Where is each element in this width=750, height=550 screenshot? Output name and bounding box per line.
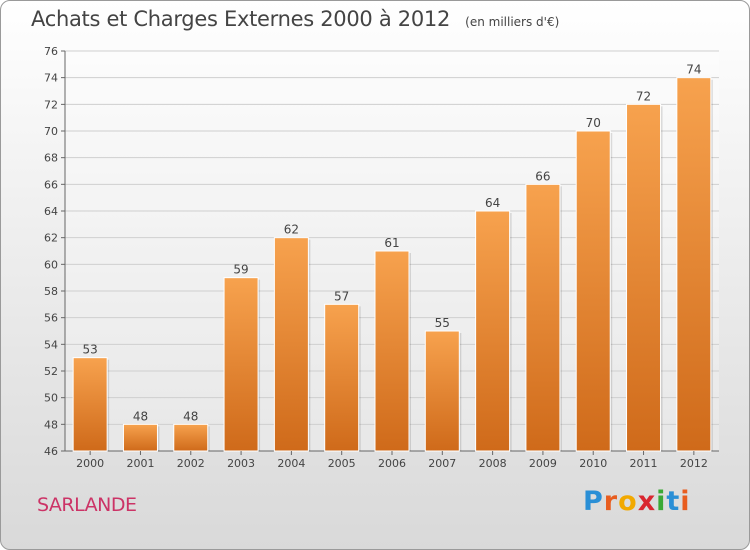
- x-tick-label: 2001: [126, 457, 154, 470]
- bar: [324, 303, 360, 452]
- bar: [626, 103, 662, 452]
- bar: [525, 183, 561, 452]
- chart-title: Achats et Charges Externes 2000 à 2012: [31, 7, 451, 31]
- x-tick-label: 2010: [579, 457, 607, 470]
- x-tick-label: 2003: [227, 457, 255, 470]
- y-tick-label: 52: [44, 365, 58, 378]
- logo-letter: x: [637, 486, 657, 517]
- x-tick-label: 2009: [529, 457, 557, 470]
- x-tick-label: 2005: [328, 457, 356, 470]
- y-tick-label: 72: [44, 98, 58, 111]
- y-tick-label: 68: [44, 152, 58, 165]
- data-label: 64: [485, 196, 500, 210]
- logo-letter: i: [680, 486, 691, 517]
- data-label: 48: [183, 409, 198, 423]
- x-tick-label: 2006: [378, 457, 406, 470]
- bar: [475, 210, 511, 452]
- y-tick-label: 50: [44, 392, 58, 405]
- x-tick-label: 2000: [76, 457, 104, 470]
- x-tick-label: 2012: [680, 457, 708, 470]
- place-name: SARLANDE: [37, 494, 137, 516]
- bar: [173, 423, 209, 452]
- bar: [374, 250, 410, 452]
- y-tick-label: 62: [44, 232, 58, 245]
- bar: [676, 77, 712, 452]
- data-label: 70: [586, 116, 601, 130]
- data-label: 55: [435, 316, 450, 330]
- proxiti-logo: Proxiti: [583, 486, 691, 517]
- logo-letter: o: [618, 486, 638, 517]
- y-tick-label: 46: [44, 445, 58, 458]
- data-label: 53: [83, 343, 98, 357]
- bar: [424, 330, 460, 452]
- bar: [223, 277, 259, 452]
- data-label: 48: [133, 409, 148, 423]
- bar-chart: 46 48 50 52 54 56 58 60 62 64 66 68 70 72 74 76 53 2000 48…: [44, 45, 719, 470]
- data-label: 72: [636, 89, 651, 103]
- x-tick-label: 2004: [277, 457, 305, 470]
- y-tick-label: 58: [44, 285, 58, 298]
- y-tick-label: 66: [44, 178, 58, 191]
- data-label: 57: [334, 289, 349, 303]
- data-label: 62: [284, 223, 299, 237]
- x-tick-label: 2008: [479, 457, 507, 470]
- y-tick-label: 54: [44, 338, 58, 351]
- data-label: 66: [535, 169, 550, 183]
- bar: [72, 357, 108, 452]
- bar: [575, 130, 611, 452]
- x-tick-label: 2011: [630, 457, 658, 470]
- y-tick-label: 74: [44, 72, 58, 85]
- data-label: 74: [686, 63, 701, 77]
- y-tick-label: 76: [44, 45, 58, 58]
- bar: [122, 423, 158, 452]
- y-tick-label: 60: [44, 258, 58, 271]
- data-label: 59: [233, 263, 248, 277]
- x-tick-label: 2007: [428, 457, 456, 470]
- logo-letter: i: [656, 486, 667, 517]
- bar: [273, 237, 309, 452]
- logo-letter: r: [603, 486, 619, 517]
- y-tick-label: 64: [44, 205, 58, 218]
- logo-letter: t: [666, 486, 681, 517]
- y-tick-label: 70: [44, 125, 58, 138]
- chart-subtitle: (en milliers d'€): [465, 15, 560, 29]
- y-tick-label: 48: [44, 418, 58, 431]
- x-tick-label: 2002: [177, 457, 205, 470]
- logo-letter: P: [583, 486, 604, 517]
- title-block: Achats et Charges Externes 2000 à 2012 (…: [31, 7, 559, 31]
- data-label: 61: [384, 236, 399, 250]
- y-tick-label: 56: [44, 312, 58, 325]
